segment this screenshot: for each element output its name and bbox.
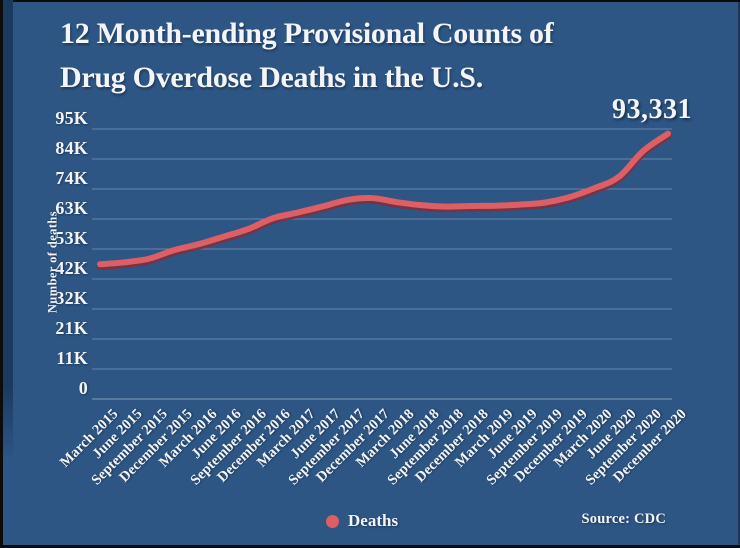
top-edge xyxy=(0,0,740,2)
y-tick-label: 0 xyxy=(78,378,88,398)
y-tick-label: 21K xyxy=(55,318,88,338)
legend: Deaths xyxy=(326,511,398,531)
chart-title-line2: Drug Overdose Deaths in the U.S. xyxy=(60,61,483,94)
y-tick-label: 32K xyxy=(55,288,88,308)
y-tick-label: 95K xyxy=(55,108,88,128)
y-tick-label: 84K xyxy=(55,138,88,158)
y-axis-title: Number of deaths xyxy=(45,210,60,314)
chart-title-line1: 12 Month-ending Provisional Counts of xyxy=(60,17,554,50)
final-value-annotation: 93,331 xyxy=(612,94,692,125)
right-edge xyxy=(738,0,740,548)
left-edge xyxy=(0,0,3,548)
deaths-line xyxy=(97,130,671,268)
legend-marker-icon xyxy=(326,514,339,528)
source-credit: Source: CDC xyxy=(581,511,666,527)
legend-label-deaths: Deaths xyxy=(348,511,399,530)
left-shade-strip xyxy=(3,0,13,548)
chart-title: 12 Month-ending Provisional Counts of Dr… xyxy=(60,12,554,100)
bottom-edge xyxy=(0,545,740,548)
y-tick-label: 11K xyxy=(56,348,88,368)
y-tick-label: 74K xyxy=(55,168,88,188)
y-tick-label: 63K xyxy=(55,198,88,218)
y-tick-label: 42K xyxy=(55,258,88,278)
y-tick-label: 53K xyxy=(55,228,88,248)
